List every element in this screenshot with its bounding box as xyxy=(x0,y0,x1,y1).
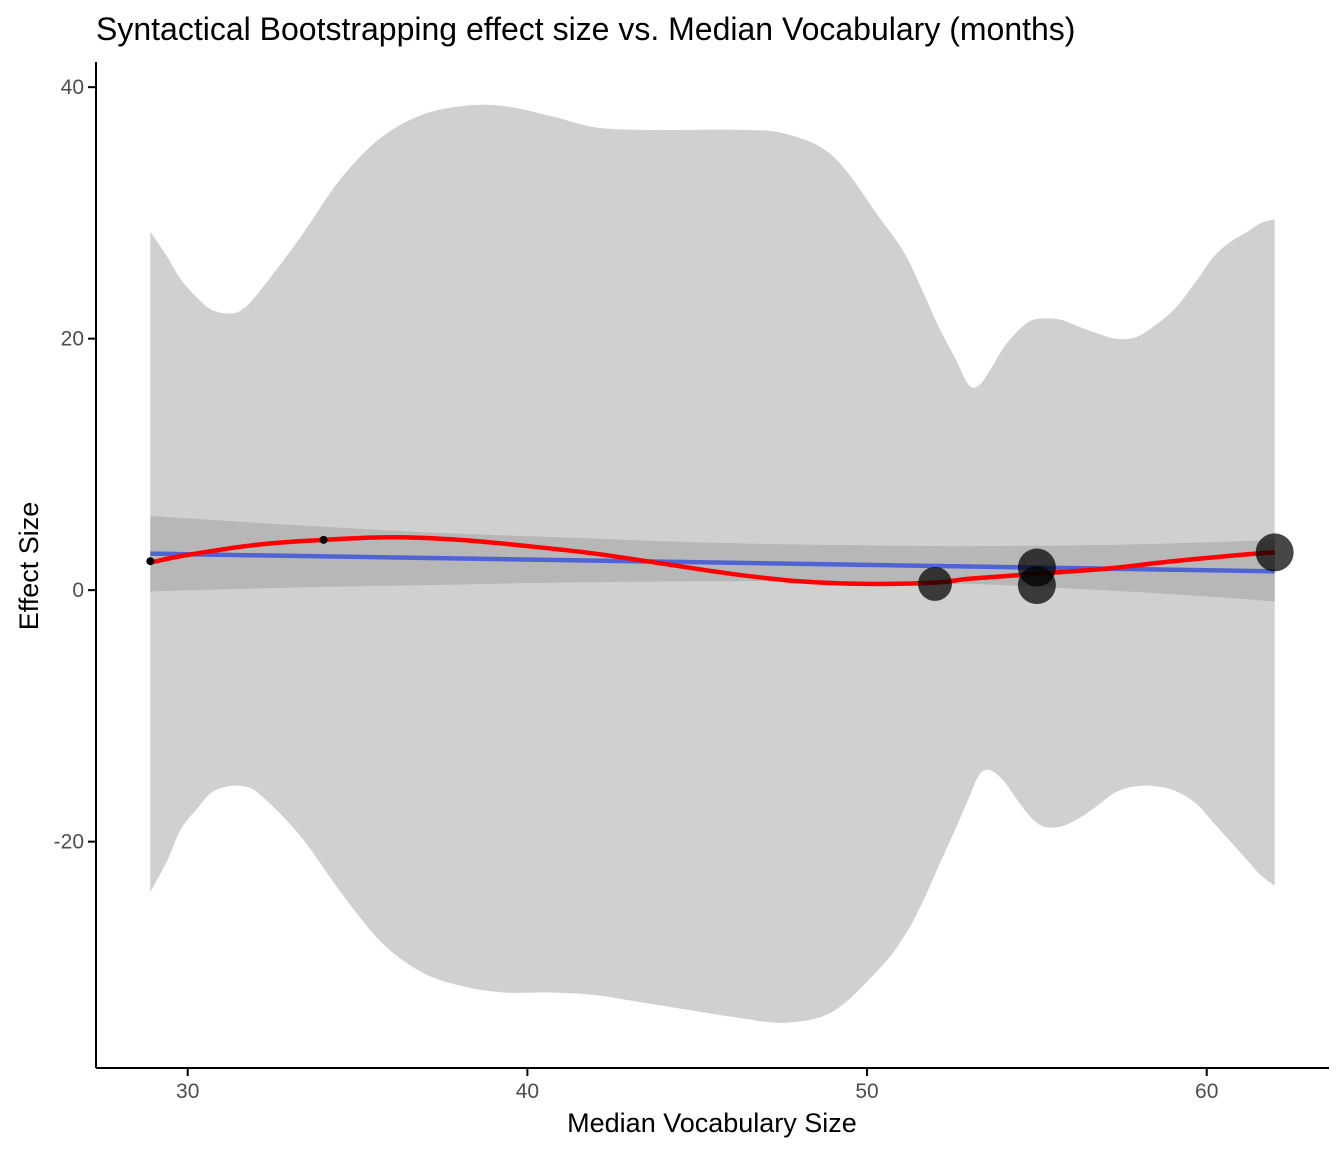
data-points xyxy=(146,533,1294,605)
x-tick-label-60: 60 xyxy=(1195,1080,1218,1103)
y-axis-label: Effect Size xyxy=(14,502,44,631)
y-tick-label-40: 40 xyxy=(61,76,84,99)
x-tick-label-50: 50 xyxy=(855,1080,878,1103)
x-tick-label-40: 40 xyxy=(516,1080,539,1103)
data-point-1 xyxy=(319,535,328,544)
data-point-0 xyxy=(146,557,155,566)
y-tick-label-20: 20 xyxy=(61,328,84,351)
x-tick-label-30: 30 xyxy=(176,1080,199,1103)
data-point-5 xyxy=(1255,533,1294,572)
data-point-2 xyxy=(917,566,952,601)
data-point-4 xyxy=(1017,566,1056,605)
x-axis-label: Median Vocabulary Size xyxy=(567,1108,857,1138)
y-tick-label-0: 0 xyxy=(72,579,84,602)
chart-title: Syntactical Bootstrapping effect size vs… xyxy=(96,11,1075,47)
y-tick-label--20: -20 xyxy=(54,831,84,854)
axes: 30 40 50 60 -20 0 20 40 xyxy=(54,62,1329,1103)
